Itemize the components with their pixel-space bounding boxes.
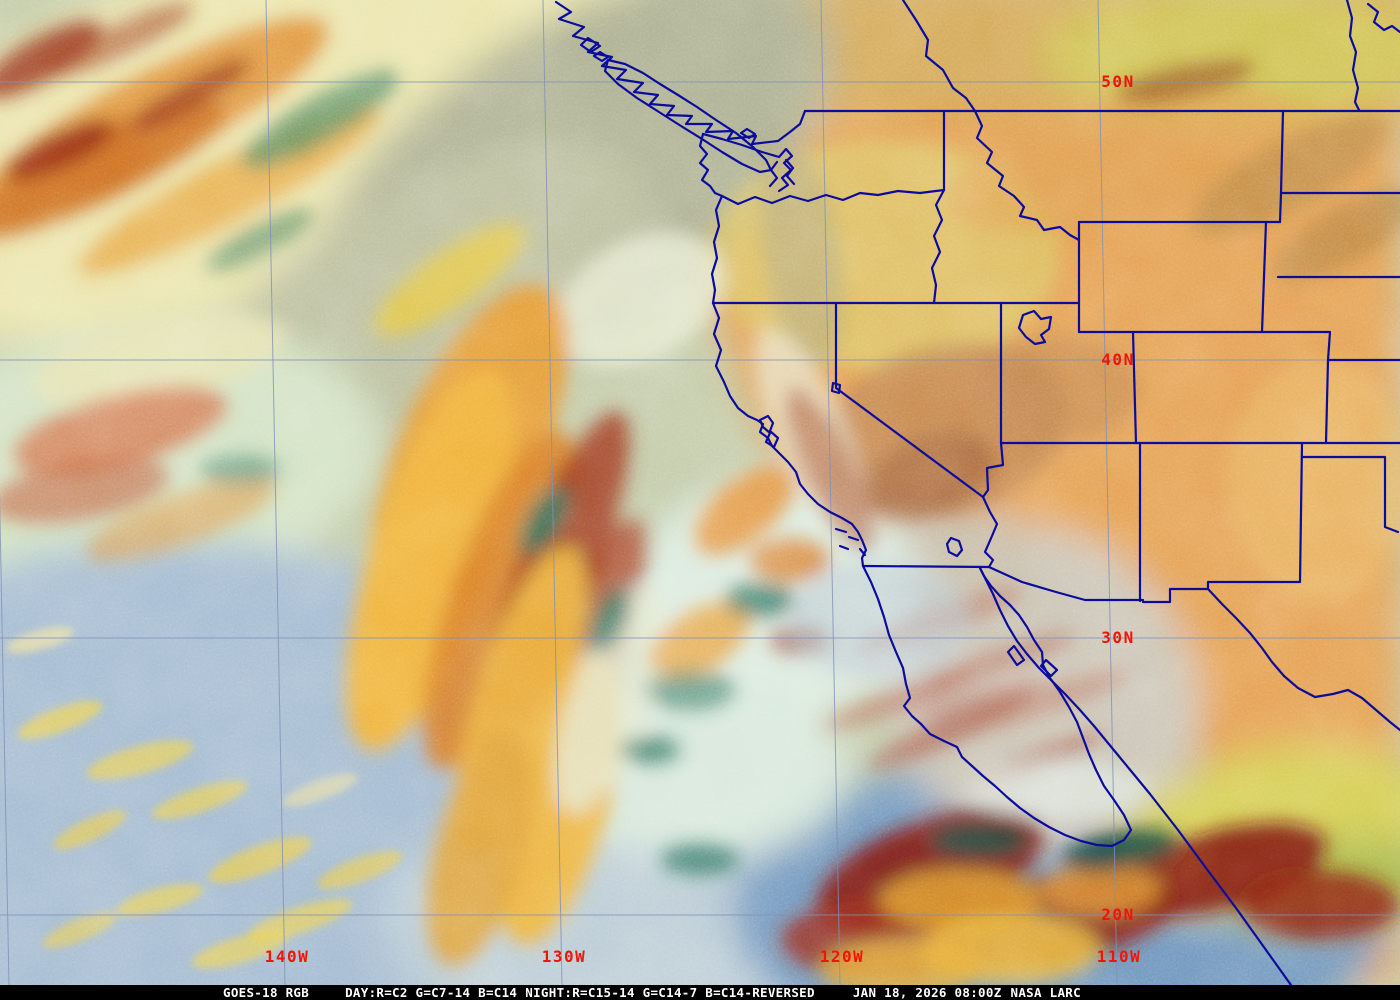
night-recipe-label: NIGHT:R=C15-14 G=C14-7 B=C14-REVERSED: [525, 985, 815, 1000]
longitude-label: 130W: [542, 947, 587, 966]
timestamp-label: JAN 18, 2026 08:00Z: [852, 985, 1002, 1000]
us-mexico-border: [861, 564, 1210, 604]
map-borders-layer: [554, 0, 1400, 985]
idaho-montana-border: [973, 109, 1081, 242]
longitude-gridline: [820, 0, 841, 985]
credit-label: NASA LARC: [1010, 985, 1081, 1000]
product-label: GOES-18 RGB: [223, 985, 310, 1000]
longitude-label: 110W: [1097, 947, 1142, 966]
salton-sea: [945, 536, 964, 558]
san-francisco-bay: [758, 414, 780, 449]
day-recipe-label: DAY:R=C2 G=C7-14 B=C14: [345, 985, 518, 1000]
longitude-gridline: [265, 0, 286, 985]
wyoming-east-border: [1260, 220, 1268, 334]
oregon-idaho-border: [930, 188, 946, 305]
baja-california-coastline: [861, 564, 1133, 848]
longitude-gridline: [1097, 0, 1118, 985]
nevada-arizona-border: [981, 441, 1005, 499]
great-salt-lake: [1017, 309, 1053, 346]
channel-islands: [834, 527, 867, 557]
longitude-label: 120W: [820, 947, 865, 966]
status-bar: GOES-18 RGB DAY:R=C2 G=C7-14 B=C14 NIGHT…: [0, 985, 1400, 1000]
latitude-label: 20N: [1101, 905, 1134, 924]
gulf-islands: [1006, 644, 1059, 678]
newmexico-texas-border: [1206, 441, 1304, 591]
california-nevada-border: [834, 301, 985, 499]
lake-tahoe: [830, 381, 842, 395]
bc-coastline: [554, 0, 807, 146]
bc-small-islands: [579, 36, 757, 140]
longitude-gridline: [0, 492, 10, 985]
colorado-river-border: [981, 495, 999, 569]
graticule-labels-layer: 50N 40N 30N 20N 140W 130W 120W 110W: [265, 72, 1142, 966]
longitude-gridline: [542, 0, 563, 985]
saskatchewan-river: [1345, 0, 1361, 112]
utah-colorado-border: [1131, 330, 1138, 445]
sonora-sinaloa-coastline: [978, 566, 1293, 985]
columbia-river-border: [720, 188, 946, 206]
puget-sound-coastline: [701, 132, 796, 193]
washington-coastline: [698, 132, 724, 198]
canada-corner-lakes: [1366, 2, 1400, 34]
rio-grande-border: [1206, 587, 1400, 732]
colorado-kansas-border: [1324, 330, 1400, 445]
oklahoma-texas-panhandle-border: [1300, 455, 1400, 534]
longitude-label: 140W: [265, 947, 310, 966]
oregon-coastline: [710, 194, 724, 305]
latitude-label: 30N: [1101, 628, 1134, 647]
latitude-label: 50N: [1101, 72, 1134, 91]
latitude-label: 40N: [1101, 350, 1134, 369]
bc-alberta-border: [901, 0, 977, 113]
california-coastline: [711, 301, 868, 568]
